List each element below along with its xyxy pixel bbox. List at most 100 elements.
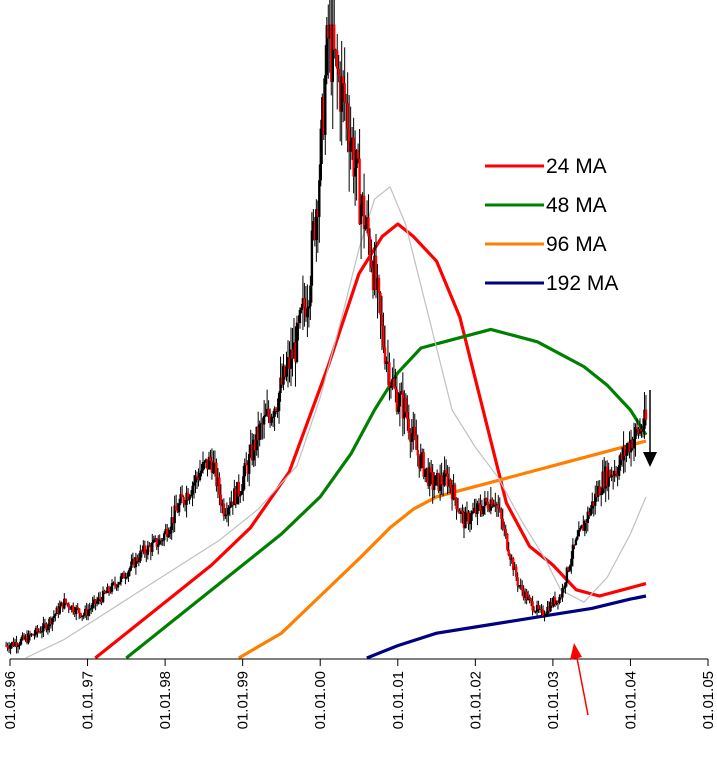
x-tick-label: 01.01.00 [312, 671, 329, 729]
price-bar-body [526, 596, 530, 600]
price-bar-body [185, 492, 188, 505]
price-bar-body [31, 634, 35, 636]
price-bar-body [192, 482, 196, 486]
price-bar-body [294, 342, 297, 362]
price-bar-body [264, 414, 267, 416]
price-bar-body [337, 68, 340, 76]
price-bar-body [389, 385, 393, 388]
price-bar-body [298, 310, 302, 323]
price-bar-body [358, 158, 361, 225]
price-bar-body [57, 607, 60, 614]
price-bar-body [268, 415, 272, 423]
price-bar-body [606, 466, 609, 487]
price-bar-body [489, 499, 492, 511]
price-bar-body [495, 504, 498, 506]
price-bar-body [531, 601, 534, 611]
price-bar-body [355, 150, 358, 168]
price-bar-body [537, 605, 540, 610]
price-bar-body [570, 558, 573, 566]
price-bar-body [143, 545, 146, 553]
price-bar-body [467, 512, 470, 525]
price-bar-body [160, 539, 163, 541]
price-bar-body [325, 25, 328, 76]
x-axis-tick-labels: 01.01.96 01.01.97 01.01.98 01.01.99 01.01.00… [2, 671, 717, 729]
price-bar-body [151, 542, 154, 552]
price-bar-body [565, 567, 569, 583]
price-bar-body [12, 642, 15, 646]
price-bar-body [276, 410, 279, 412]
price-bar-body [567, 567, 570, 571]
price-bar-body [356, 150, 360, 159]
price-bar-body [297, 322, 300, 324]
price-bar-body [103, 590, 106, 593]
x-tick-label: 01.01.98 [157, 671, 174, 729]
price-bar-body [603, 471, 606, 489]
price-bar-body [444, 470, 448, 474]
price-bar-body [116, 584, 120, 588]
annotation-arrow-red [576, 657, 589, 716]
price-bar-body [118, 582, 121, 585]
price-bar-body [15, 642, 18, 647]
price-bar-body [91, 603, 94, 609]
price-bar-body [441, 484, 445, 486]
price-bar-body [273, 408, 276, 417]
price-bar-body [491, 499, 494, 507]
x-tick-label: 01.01.02 [467, 671, 484, 729]
price-bar-body [380, 314, 384, 326]
price-bar-body [183, 503, 187, 505]
price-bar-body [98, 597, 102, 600]
x-tick-label: 01.01.96 [2, 671, 19, 729]
price-bar-body [409, 432, 412, 442]
price-bar-body [546, 606, 549, 614]
price-bar-body [28, 633, 32, 636]
price-bar-body [552, 597, 555, 606]
price-bar-body [191, 485, 194, 495]
price-bar-body [597, 486, 600, 497]
price-bar-body [515, 566, 518, 578]
price-bar-body [352, 137, 355, 177]
price-bar-body [216, 477, 220, 486]
price-bar-body [644, 409, 648, 420]
legend-label: 192 MA [546, 272, 618, 295]
price-bar-body [558, 596, 561, 603]
price-bar-body [78, 608, 81, 614]
price-bar-body [228, 506, 231, 509]
price-bar-body [501, 518, 504, 528]
price-bar-body [361, 195, 364, 205]
price-bar-body [523, 591, 527, 598]
price-bar-body [251, 444, 254, 461]
price-bar-body [258, 424, 261, 440]
price-bar-body [498, 508, 501, 510]
price-bar-body [373, 255, 376, 290]
price-bar-body [443, 470, 446, 486]
price-bar-body [188, 496, 191, 500]
price-bar-body [92, 599, 96, 603]
price-bar-body [318, 180, 321, 217]
x-tick-label: 01.01.04 [622, 671, 639, 729]
price-bar-body [400, 391, 403, 394]
price-bar-body [434, 475, 437, 486]
price-bar-body [386, 361, 390, 363]
price-bar-body [18, 644, 21, 646]
price-bar-body [16, 645, 20, 647]
price-bar-body [240, 491, 243, 495]
price-bar-body [248, 454, 251, 474]
x-tick-label: 01.01.97 [80, 671, 97, 729]
price-bar-body [494, 503, 497, 506]
price-bar-body [262, 416, 266, 425]
price-bar-body [270, 417, 273, 423]
price-bar-body [274, 408, 278, 411]
price-bar-body [307, 306, 311, 309]
price-bar-body [340, 76, 343, 112]
price-bar-body [362, 195, 366, 229]
price-bar-body [13, 642, 17, 646]
price-bar-body [215, 462, 218, 487]
price-bar-body [76, 607, 79, 609]
price-bar-body [280, 377, 284, 385]
price-bar-body [130, 561, 133, 568]
price-bar-body [430, 467, 433, 473]
price-bar-body [133, 558, 136, 568]
price-bar-body [42, 623, 45, 632]
price-bar-body [225, 514, 229, 516]
price-bar-body [553, 597, 557, 605]
